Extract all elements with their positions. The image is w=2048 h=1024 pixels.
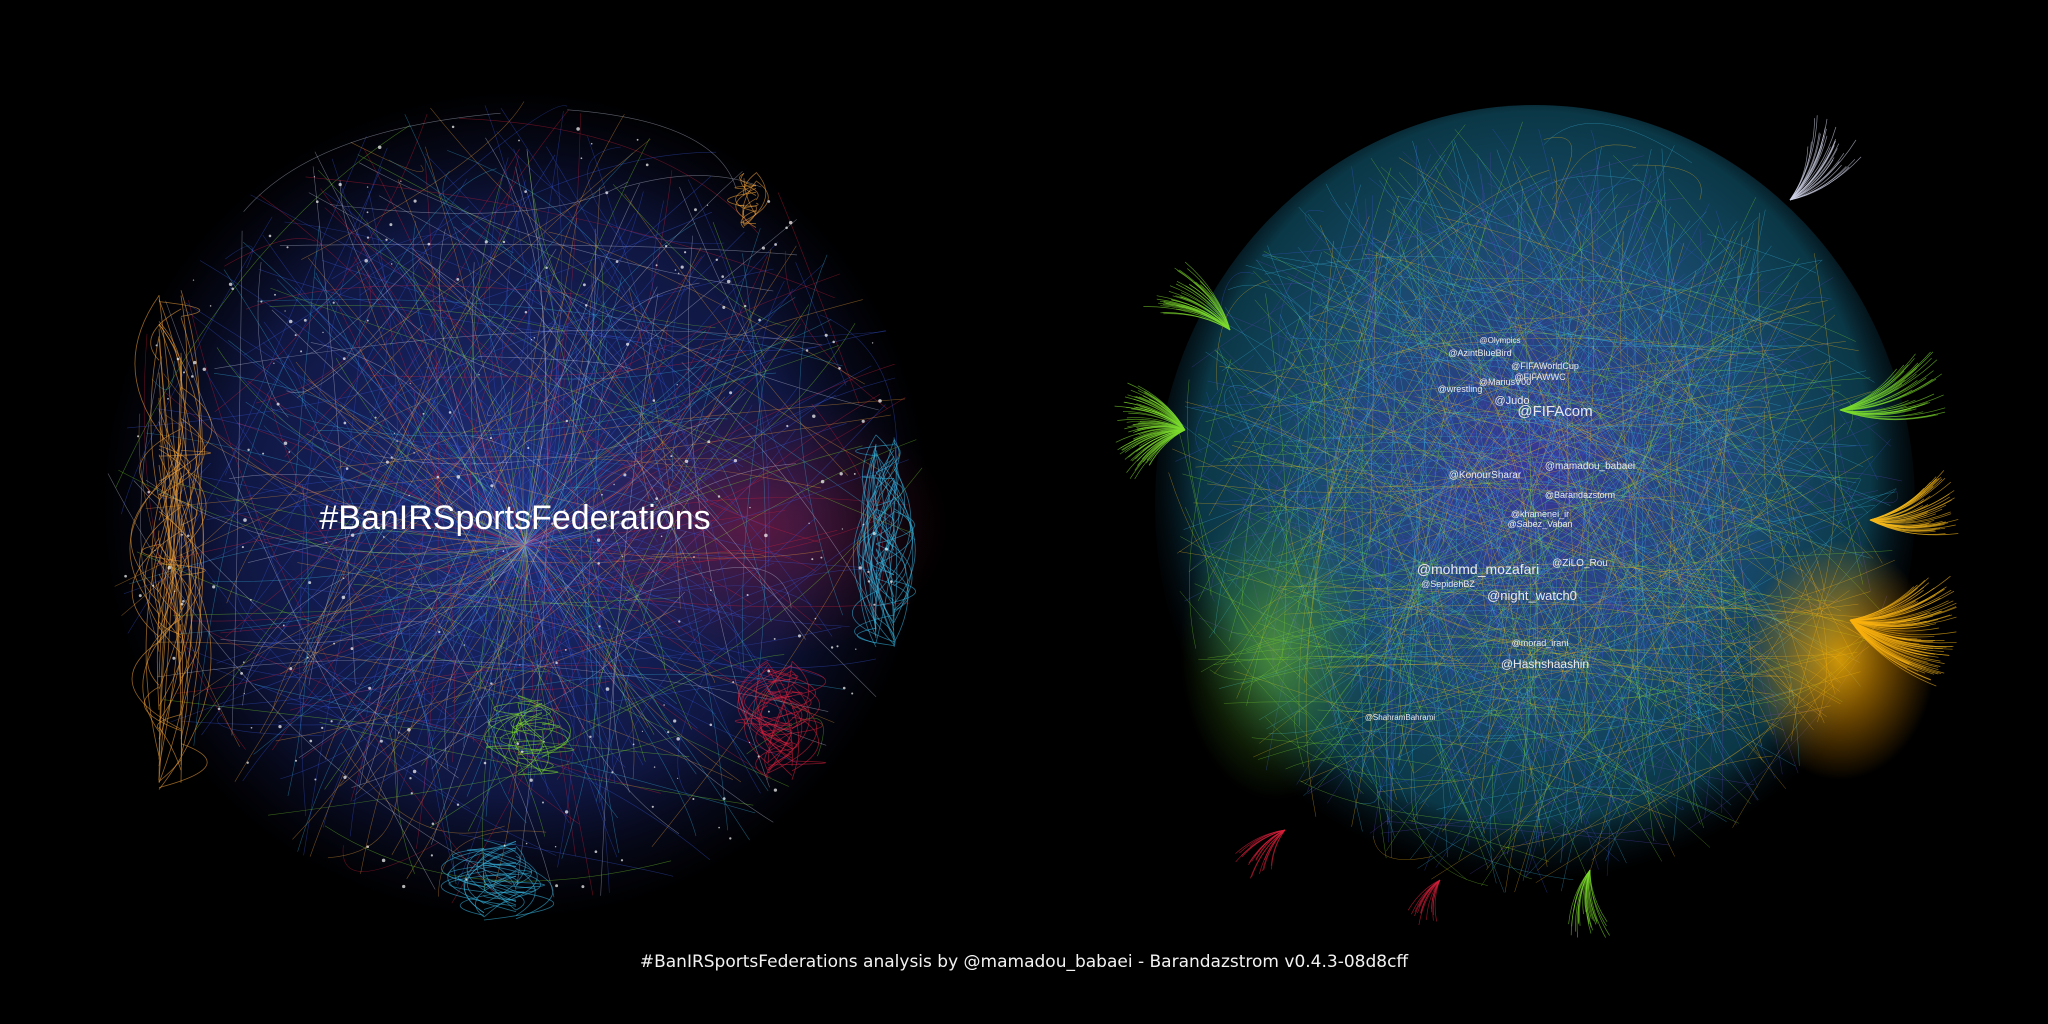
node-label: @wrestling xyxy=(1438,384,1483,394)
node-label: @Hashshaashin xyxy=(1501,657,1589,671)
node-label: @MariusV00 xyxy=(1479,377,1531,387)
right-graph-labels: @AzintBlueBird@FIFAWorldCup@FIFAWWC@Mari… xyxy=(1365,336,1635,722)
node-label: @mohmd_mozafari xyxy=(1417,561,1539,577)
node-label: @Olympics xyxy=(1479,336,1520,345)
node-label: @Judo xyxy=(1494,395,1529,407)
node-label: @FIFAWorldCup xyxy=(1511,361,1579,371)
left-graph-title: #BanIRSportsFederations xyxy=(319,499,710,537)
node-label: @FIFAcom xyxy=(1517,403,1592,420)
node-label: @Barandazstorm xyxy=(1545,490,1615,500)
node-label: @ShahramBahrami xyxy=(1365,713,1436,722)
right-network-graph: @AzintBlueBird@FIFAWorldCup@FIFAWWC@Mari… xyxy=(1114,105,1959,938)
node-label: @FIFAWWC xyxy=(1514,372,1566,382)
footer-caption: #BanIRSportsFederations analysis by @mam… xyxy=(639,952,1409,972)
node-label: @Sabez_Vaban xyxy=(1507,519,1572,529)
node-label: @mamadou_babaei xyxy=(1545,461,1635,472)
node-label: @khamenei_ir xyxy=(1511,509,1569,519)
left-network-graph: #BanIRSportsFederations xyxy=(100,90,950,921)
node-label: @night_watch0 xyxy=(1487,588,1577,603)
node-label: @AzintBlueBird xyxy=(1448,348,1511,358)
node-label: @morad_irani xyxy=(1512,638,1569,648)
node-label: @SepidehBZ xyxy=(1421,579,1475,589)
node-label: @KonourSharar xyxy=(1449,470,1522,481)
node-label: @ZiLO_Rou xyxy=(1552,558,1608,569)
